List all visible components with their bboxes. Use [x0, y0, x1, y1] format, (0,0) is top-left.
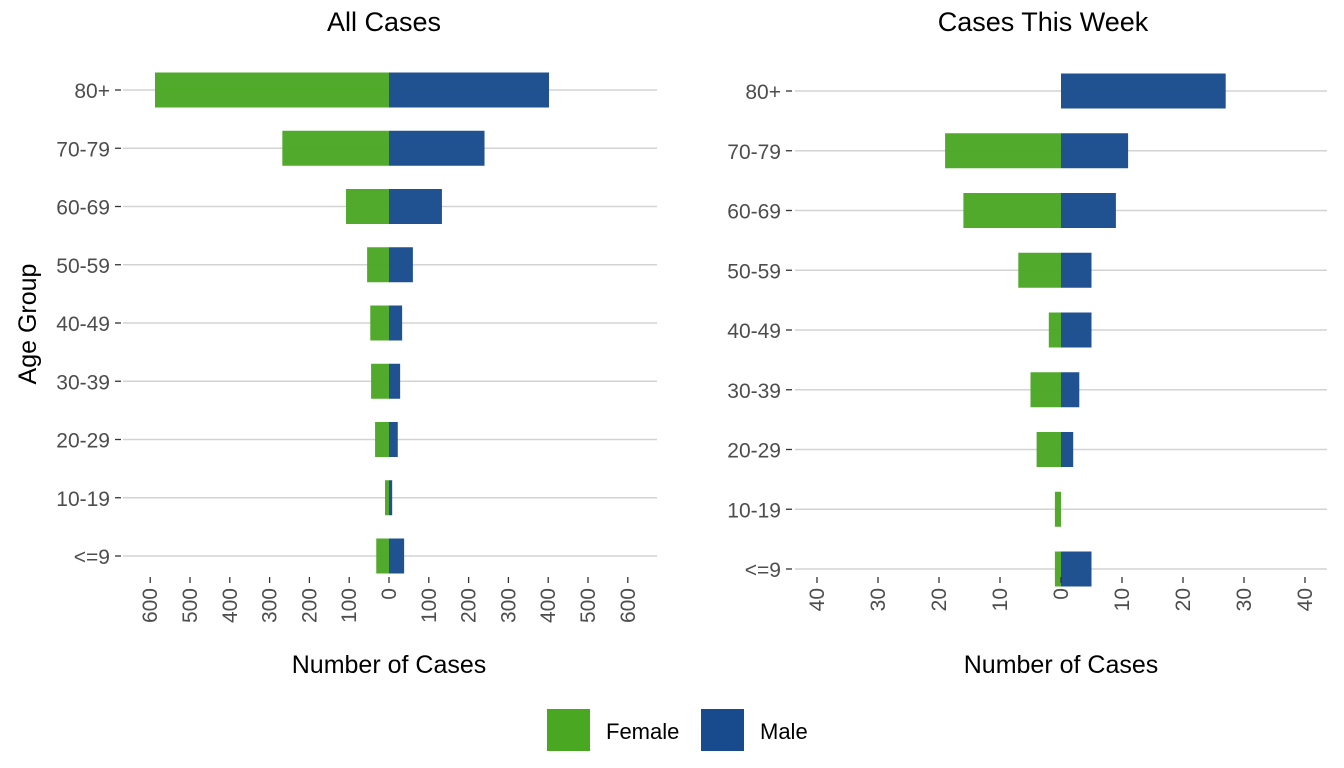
x-tick-label: 30	[1233, 588, 1256, 611]
x-tick-label: 30	[867, 588, 890, 611]
y-tick-label: 80+	[74, 80, 110, 103]
y-tick-label: 30-39	[56, 371, 110, 394]
bar-male	[389, 130, 485, 166]
bar-female	[385, 480, 389, 516]
bar-male	[1061, 252, 1092, 288]
y-tick-label: 60-69	[56, 197, 110, 220]
y-tick-label: <=9	[745, 559, 781, 582]
x-tick-label: 20	[1172, 588, 1195, 611]
bar-female	[1048, 312, 1061, 348]
y-tick-label: 20-29	[56, 430, 110, 453]
x-tick-label: 20	[928, 588, 951, 611]
x-tick-label: 200	[458, 588, 481, 623]
y-tick-label: <=9	[74, 546, 110, 569]
x-axis-title: Number of Cases	[292, 651, 487, 679]
bar-female	[1030, 372, 1061, 408]
bar-male	[389, 480, 393, 516]
bar-female	[346, 189, 389, 224]
y-tick-label: 70-79	[56, 138, 110, 161]
x-tick-label: 400	[537, 588, 560, 623]
bar-female	[376, 538, 389, 574]
y-tick-label: 10-19	[727, 499, 781, 522]
x-tick-label: 300	[259, 588, 282, 623]
y-tick-label: 20-29	[727, 440, 781, 463]
y-tick-label: 80+	[745, 81, 781, 104]
x-tick-label: 600	[617, 588, 640, 623]
bar-female	[370, 305, 389, 341]
bar-female	[945, 133, 1061, 169]
bar-male	[1061, 551, 1092, 587]
bar-female	[371, 363, 389, 399]
bar-female	[963, 193, 1061, 228]
bar-female	[1054, 491, 1061, 527]
x-tick-label: 300	[497, 588, 520, 623]
x-tick-label: 0	[1050, 588, 1073, 600]
y-tick-label: 70-79	[727, 141, 781, 164]
bar-female	[1054, 551, 1061, 587]
bar-female	[282, 130, 389, 166]
bar-female	[367, 247, 389, 283]
panel-all-cases: <=9 10-19 20-29 30-39 40-49 50-59 60-69 70-79 80…	[56, 7, 657, 679]
bar-male	[389, 363, 401, 399]
bar-male	[389, 72, 549, 108]
panel-cases-this-week: <=9 10-19 20-29 30-39 40-49 50-59 60-69 70-79 80…	[727, 7, 1327, 679]
chart-title: All Cases	[327, 7, 441, 37]
y-axis-title: Age Group	[14, 264, 42, 385]
legend-label-female: Female	[606, 719, 679, 744]
bar-female	[375, 422, 389, 457]
x-axis-title: Number of Cases	[964, 651, 1159, 679]
y-tick-label: 40-49	[727, 320, 781, 343]
bar-male	[389, 538, 405, 574]
x-tick-label: 100	[338, 588, 361, 623]
bar-male	[389, 305, 403, 341]
bar-male	[389, 247, 413, 283]
bar-male	[389, 189, 442, 224]
x-tick-label: 100	[418, 588, 441, 623]
bar-male	[1061, 73, 1226, 109]
x-tick-label: 400	[219, 588, 242, 623]
x-tick-label: 40	[806, 588, 829, 611]
y-tick-label: 60-69	[727, 201, 781, 224]
legend-label-male: Male	[760, 719, 808, 744]
y-tick-label: 10-19	[56, 488, 110, 511]
x-tick-label: 40	[1294, 588, 1317, 611]
x-tick-label: 500	[179, 588, 202, 623]
bar-male	[389, 422, 398, 457]
y-tick-label: 50-59	[727, 260, 781, 283]
legend-swatch-male	[701, 709, 744, 751]
y-tick-label: 30-39	[727, 380, 781, 403]
bar-male	[1061, 372, 1080, 408]
y-tick-label: 50-59	[56, 255, 110, 278]
x-tick-label: 10	[989, 588, 1012, 611]
legend-swatch-female	[547, 709, 590, 751]
x-tick-label: 200	[298, 588, 321, 623]
x-tick-label: 600	[139, 588, 162, 623]
bar-male	[1061, 312, 1092, 348]
legend: Female Male	[547, 709, 808, 751]
bar-female	[1018, 252, 1061, 288]
chart-title: Cases This Week	[938, 7, 1149, 37]
x-tick-label: 0	[378, 588, 401, 600]
y-tick-label: 40-49	[56, 313, 110, 336]
x-tick-label: 500	[577, 588, 600, 623]
x-tick-label: 10	[1111, 588, 1134, 611]
bar-male	[1061, 193, 1116, 228]
bar-female	[1036, 432, 1061, 467]
bar-male	[1061, 432, 1074, 467]
bar-male	[1061, 133, 1129, 169]
bar-female	[154, 72, 389, 108]
